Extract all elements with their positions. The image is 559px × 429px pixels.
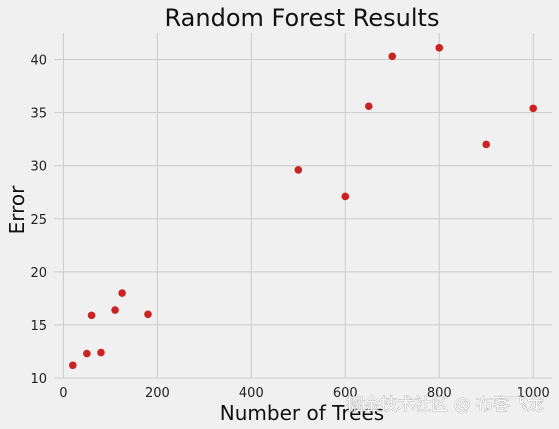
scatter-point-3: [97, 348, 105, 357]
tick-labels: 0 200 400 600 800 1000 10 15 20 25 30 35 40: [30, 54, 549, 401]
x-tick-label-4: 800: [427, 386, 452, 401]
scatter-point-10: [388, 52, 397, 61]
x-tick-label-0: 0: [59, 386, 67, 401]
scatter-point-7: [294, 166, 303, 174]
scatter-point-11: [435, 44, 444, 52]
scatter-point-0: [68, 361, 77, 370]
scatter-point-13: [529, 104, 538, 113]
grid-lines: [54, 33, 552, 379]
scatter-point-8: [341, 192, 350, 201]
scatter-point-5: [118, 289, 126, 297]
chart-title: Random Forest Results: [165, 4, 440, 32]
y-axis-title: Error: [5, 185, 29, 235]
watermark-text: 掘金技术社区 @ 布客飞龙: [346, 395, 544, 415]
y-tick-label-2: 20: [30, 266, 47, 281]
x-axis-title: Number of Trees: [220, 401, 384, 425]
x-tick-label-3: 600: [333, 386, 358, 401]
scatter-point-1: [83, 349, 91, 358]
x-tick-label-2: 400: [239, 386, 264, 401]
y-tick-label-0: 10: [30, 372, 47, 387]
y-tick-label-3: 25: [30, 213, 47, 228]
y-tick-label-1: 15: [30, 319, 47, 334]
scatter-point-6: [144, 310, 152, 319]
x-tick-label-5: 1000: [517, 386, 550, 401]
data-points: [68, 44, 538, 370]
x-tick-label-1: 200: [145, 386, 170, 401]
y-tick-label-4: 30: [30, 160, 47, 175]
y-tick-label-5: 35: [30, 107, 47, 122]
scatter-point-2: [87, 311, 96, 320]
scatter-point-4: [111, 306, 119, 314]
scatter-point-9: [364, 102, 373, 111]
scatter-point-12: [482, 140, 491, 149]
y-tick-label-6: 40: [30, 54, 47, 69]
